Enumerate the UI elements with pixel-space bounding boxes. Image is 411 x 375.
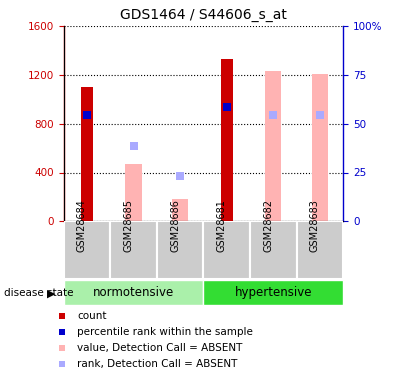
Point <box>58 313 65 319</box>
Point <box>270 112 277 118</box>
Bar <box>64 280 203 305</box>
Bar <box>125 164 142 221</box>
Text: GSM28686: GSM28686 <box>170 200 180 252</box>
Text: GSM28681: GSM28681 <box>217 200 227 252</box>
Bar <box>250 221 297 279</box>
Point <box>224 104 230 110</box>
Text: normotensive: normotensive <box>93 286 174 299</box>
Bar <box>265 71 282 221</box>
Text: GSM28685: GSM28685 <box>124 200 134 252</box>
Text: GSM28684: GSM28684 <box>77 200 87 252</box>
Point <box>130 143 137 149</box>
Bar <box>221 59 233 221</box>
Bar <box>203 221 250 279</box>
Text: GSM28682: GSM28682 <box>263 200 273 252</box>
Point <box>58 345 65 351</box>
Bar <box>312 74 328 221</box>
Point <box>58 329 65 335</box>
Text: count: count <box>77 310 106 321</box>
Bar <box>157 221 203 279</box>
Bar <box>203 280 343 305</box>
Text: value, Detection Call = ABSENT: value, Detection Call = ABSENT <box>77 343 242 353</box>
Text: percentile rank within the sample: percentile rank within the sample <box>77 327 253 337</box>
Point <box>84 112 90 118</box>
Text: rank, Detection Call = ABSENT: rank, Detection Call = ABSENT <box>77 359 238 369</box>
Bar <box>172 199 188 221</box>
Point <box>316 112 323 118</box>
Bar <box>297 221 343 279</box>
Text: ▶: ▶ <box>47 288 55 298</box>
Bar <box>64 221 110 279</box>
Text: disease state: disease state <box>4 288 74 298</box>
Text: hypertensive: hypertensive <box>235 286 312 299</box>
Point <box>58 361 65 367</box>
Title: GDS1464 / S44606_s_at: GDS1464 / S44606_s_at <box>120 9 287 22</box>
Bar <box>81 87 93 221</box>
Point <box>177 173 183 179</box>
Bar <box>110 221 157 279</box>
Text: GSM28683: GSM28683 <box>310 200 320 252</box>
